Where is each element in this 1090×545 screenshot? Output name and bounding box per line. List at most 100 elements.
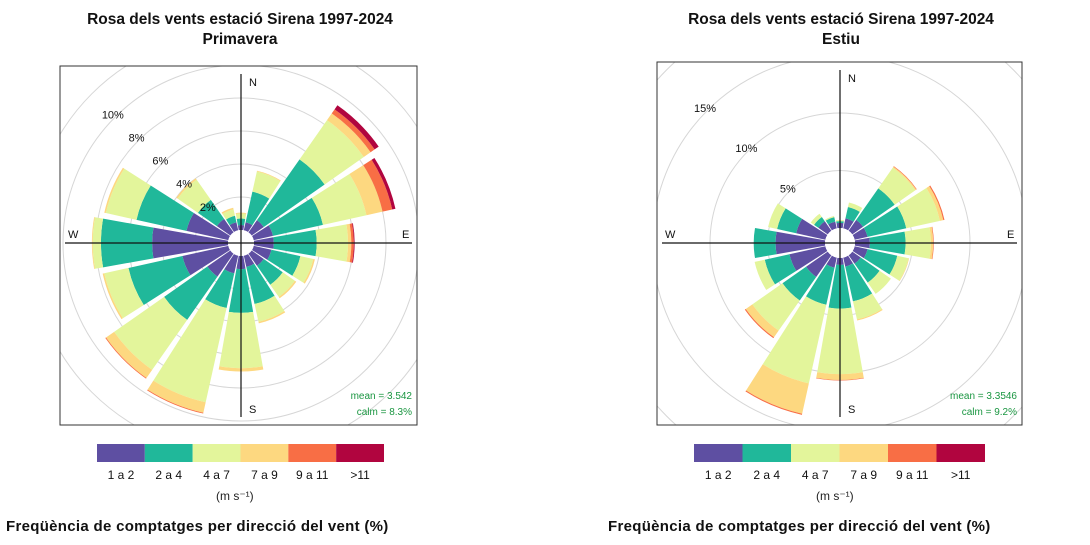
calm-label: calm = 8.3% [357, 407, 412, 418]
left-title: Rosa dels vents estació Sirena 1997-2024… [40, 10, 440, 50]
wedge-ENE-3 [349, 165, 383, 216]
right-subtitle: Estiu [822, 31, 860, 48]
legend-swatch [240, 444, 289, 462]
wedge-NNW-2 [222, 209, 235, 220]
wedge-ESE-0 [852, 246, 868, 259]
wedge-SSE-0 [243, 253, 255, 267]
wedge-SW-0 [806, 251, 832, 277]
wedge-ENE-2 [897, 187, 940, 229]
wedge-NNE-3 [256, 170, 281, 182]
wedge-SSE-0 [843, 255, 854, 267]
wedge-NNE-0 [843, 218, 854, 231]
wedge-SE-1 [256, 258, 283, 285]
wedge-NE-1 [856, 188, 895, 227]
legend-swatch [144, 444, 193, 462]
wedge-SSE-1 [845, 263, 873, 302]
wedge-NW-1 [197, 199, 225, 227]
left-title-main: Rosa dels vents estació Sirena 1997-2024 [87, 11, 393, 28]
wedge-WNW-2 [105, 168, 151, 220]
ring-label: 2% [200, 202, 216, 214]
right-units: (m s⁻¹) [816, 489, 854, 503]
wedge-SE-0 [248, 250, 264, 266]
left-units: (m s⁻¹) [216, 489, 254, 503]
wedge-NW-0 [818, 221, 832, 235]
compass-e: E [402, 229, 409, 241]
wedge-SSE-2 [254, 295, 285, 322]
wedge-NNE-1 [845, 207, 860, 222]
wedge-SW-3 [745, 304, 779, 338]
wedge-NNW-1 [226, 215, 237, 226]
wedge-SSW-4 [745, 390, 803, 415]
compass-w: W [68, 229, 79, 241]
wedge-WSW-0 [789, 246, 828, 271]
wedge-NNE-2 [847, 202, 863, 212]
wedge-NNE-2 [252, 171, 281, 199]
legend-swatch [336, 444, 384, 462]
wedge-SSE-3 [856, 308, 883, 321]
wedge-S-4 [816, 377, 864, 381]
ring-label: 10% [735, 143, 757, 155]
compass-s: S [848, 404, 855, 416]
wedge-ENE-0 [251, 225, 274, 241]
wedge-ESE-1 [267, 249, 301, 276]
wedge-SSE-1 [246, 263, 275, 305]
left-xlabel: Freqüència de comptatges per direcció de… [6, 518, 389, 535]
wedge-SW-0 [207, 250, 234, 277]
grid-ring [62, 66, 417, 422]
wedge-NW-1 [814, 217, 825, 228]
wedge-W-3 [91, 217, 95, 269]
legend-swatch [839, 444, 888, 462]
legend-swatch [936, 444, 985, 462]
legend-label: >11 [350, 468, 370, 482]
wedge-SSW-0 [826, 255, 837, 268]
wedge-ENE-5 [371, 157, 396, 210]
wedge-SE-2 [867, 270, 891, 294]
wedge-ENE-2 [311, 173, 367, 225]
wedge-ESE-1 [863, 249, 898, 275]
wedge-ESE-2 [889, 255, 909, 281]
legend-label: 1 a 2 [705, 468, 732, 482]
wedge-ENE-1 [268, 197, 323, 236]
legend-label: 1 a 2 [108, 468, 135, 482]
legend-swatch [742, 444, 791, 462]
wedge-ESE-2 [292, 256, 314, 283]
wedge-SSW-3 [147, 380, 206, 413]
wedge-WNW-0 [796, 218, 828, 240]
legend-label: 9 a 11 [296, 468, 329, 482]
ring-label: 4% [176, 179, 192, 191]
legend-swatch [192, 444, 241, 462]
ring-label: 8% [129, 133, 145, 145]
wedge-SSW-0 [224, 253, 239, 274]
wedge-NW-0 [216, 218, 234, 236]
wedge-WSW-3 [102, 273, 123, 320]
wedge-NE-3 [892, 166, 917, 191]
legend-label: 4 a 7 [802, 468, 829, 482]
wedge-WNW-0 [186, 212, 231, 241]
right-xlabel: Freqüència de comptatges per direcció de… [608, 518, 991, 535]
wedge-WSW-0 [182, 245, 231, 276]
wedge-WSW-1 [128, 255, 191, 305]
compass-n: N [848, 73, 856, 85]
rose-1 [657, 62, 1022, 425]
ring-label: 5% [780, 183, 796, 195]
legend-swatch [888, 444, 937, 462]
wedge-SE-3 [278, 280, 297, 299]
wedge-SSW-1 [805, 264, 835, 305]
wedge-NNE-1 [245, 191, 270, 226]
wedge-ENE-4 [363, 159, 393, 212]
wedge-NNW-3 [221, 207, 234, 214]
wedge-NE-3 [327, 113, 371, 157]
legend-label: 2 a 4 [155, 468, 182, 482]
wedge-NW-2 [810, 213, 822, 225]
ring-label: 6% [152, 156, 168, 168]
mean-label: mean = 3.542 [351, 391, 413, 402]
wedge-ENE-3 [926, 186, 944, 221]
compass-w: W [665, 229, 676, 241]
legend-swatch [791, 444, 840, 462]
right-title: Rosa dels vents estació Sirena 1997-2024… [641, 10, 1041, 50]
wedge-NE-2 [878, 167, 916, 205]
wedge-ENE-1 [863, 206, 907, 237]
compass-e: E [1007, 229, 1014, 241]
wedge-ESE-3 [303, 259, 315, 284]
